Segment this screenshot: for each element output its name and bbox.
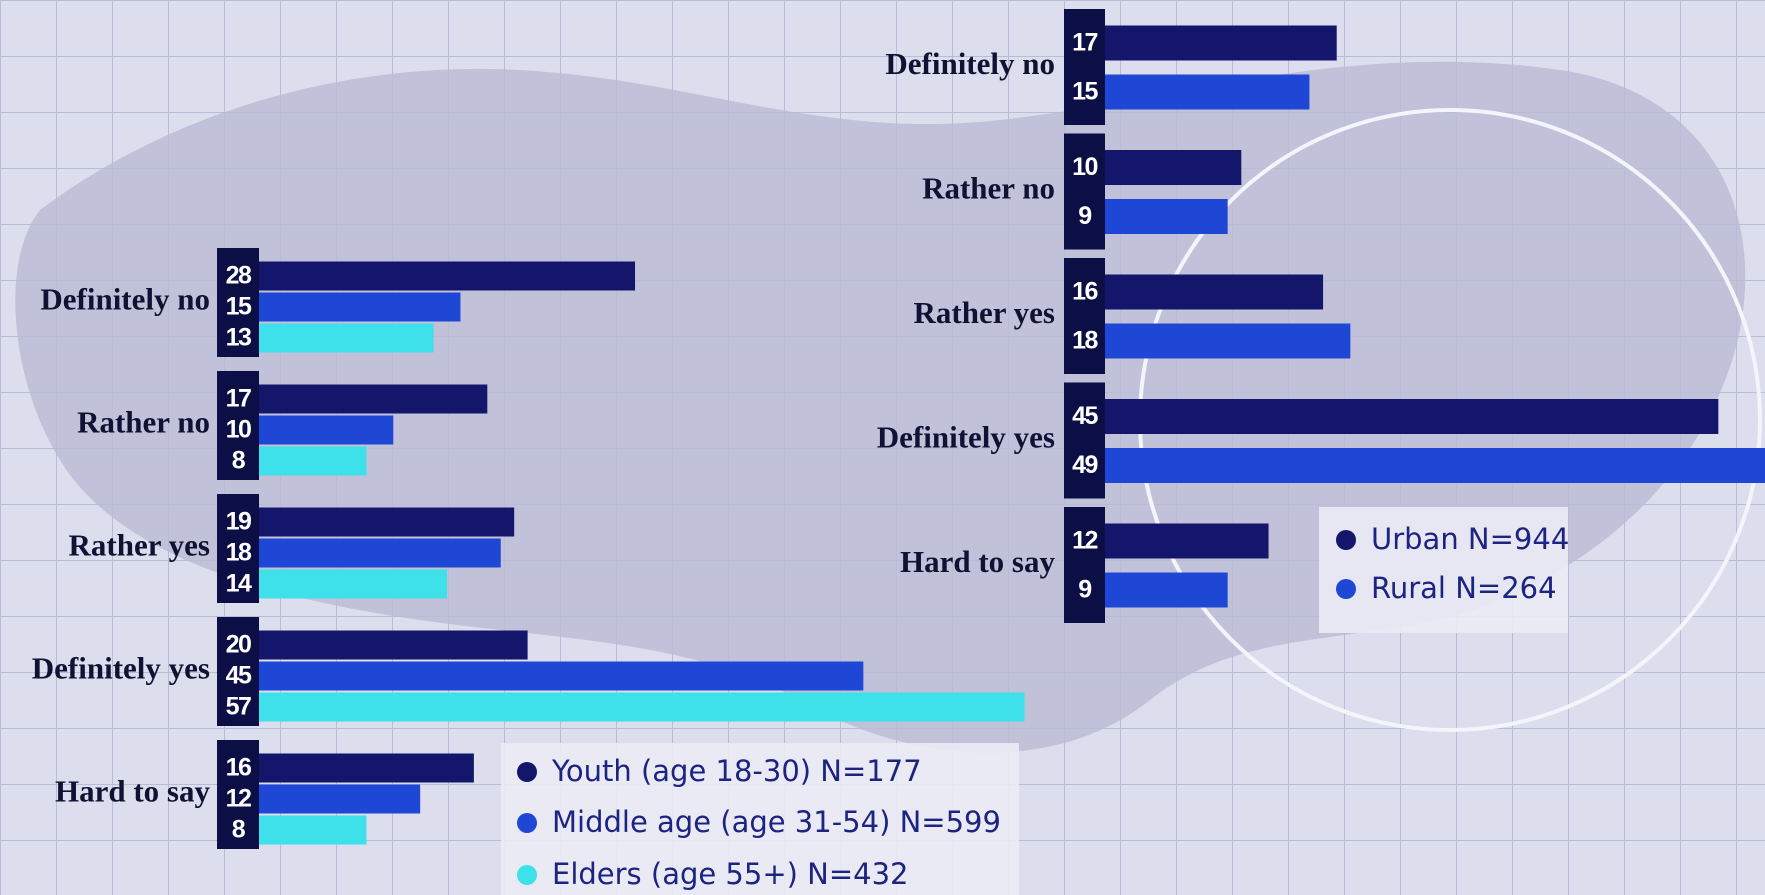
- legend-label: Middle age (age 31-54) N=599: [552, 805, 1001, 839]
- legend-box: [501, 743, 1019, 895]
- value-label: 17: [1072, 29, 1097, 57]
- value-box: [1064, 133, 1105, 250]
- bar: [259, 815, 367, 845]
- bar: [1105, 274, 1324, 310]
- category-label: Definitely no: [885, 46, 1055, 81]
- category-label: Rather no: [77, 405, 210, 440]
- bar: [1105, 199, 1228, 234]
- category-label: Hard to say: [900, 544, 1056, 579]
- value-label: 45: [1072, 402, 1098, 430]
- bar: [259, 261, 636, 291]
- value-box: [217, 494, 259, 603]
- category-label: Definitely yes: [32, 651, 210, 686]
- bar: [259, 538, 501, 568]
- bar: [259, 415, 394, 445]
- value-label: 9: [1078, 576, 1091, 604]
- bar: [259, 692, 1025, 722]
- bar: [259, 446, 367, 476]
- bar: [1105, 448, 1765, 483]
- bar: [1105, 523, 1269, 559]
- value-box: [1064, 382, 1105, 499]
- legend-label: Elders (age 55+) N=432: [552, 857, 909, 891]
- bar: [1105, 25, 1337, 61]
- value-label: 9: [1078, 202, 1091, 230]
- value-label: 12: [226, 785, 251, 813]
- value-label: 18: [226, 539, 252, 567]
- bar: [259, 753, 474, 783]
- bar: [259, 569, 448, 599]
- value-label: 20: [226, 631, 251, 659]
- value-label: 12: [1072, 527, 1097, 555]
- value-label: 8: [232, 447, 246, 475]
- value-label: 28: [226, 262, 252, 290]
- value-label: 19: [226, 508, 251, 536]
- value-label: 10: [226, 416, 251, 444]
- value-label: 13: [226, 324, 251, 352]
- value-label: 45: [226, 662, 252, 690]
- value-label: 14: [226, 570, 252, 598]
- bar: [259, 292, 461, 322]
- legend-marker: [517, 865, 537, 885]
- value-box: [1064, 9, 1105, 125]
- value-label: 16: [226, 754, 251, 782]
- bar: [1105, 74, 1310, 110]
- legend-label: Rural N=264: [1371, 571, 1557, 605]
- category-label: Definitely yes: [877, 420, 1055, 455]
- bar: [1105, 323, 1351, 359]
- bar: [259, 323, 434, 353]
- category-label: Rather yes: [69, 528, 210, 563]
- bar: [1105, 572, 1228, 608]
- bar: [259, 507, 515, 537]
- legend-marker: [1336, 530, 1356, 550]
- legend-marker: [517, 762, 537, 782]
- value-box: [217, 371, 259, 480]
- value-label: 18: [1072, 327, 1098, 355]
- value-label: 15: [226, 293, 252, 321]
- value-label: 15: [1072, 78, 1098, 106]
- legend-label: Youth (age 18-30) N=177: [551, 754, 922, 788]
- bar: [259, 630, 528, 660]
- value-label: 17: [226, 385, 251, 413]
- legend-marker: [517, 813, 537, 833]
- value-label: 8: [232, 816, 246, 844]
- legend-label: Urban N=944: [1371, 522, 1569, 556]
- bar: [259, 661, 864, 691]
- value-box: [217, 740, 259, 849]
- value-box: [217, 248, 259, 357]
- bar: [1105, 150, 1242, 185]
- bar: [259, 784, 421, 814]
- bar: [1105, 399, 1719, 434]
- value-box: [217, 617, 259, 726]
- value-label: 16: [1072, 278, 1097, 306]
- legend-box: [1319, 507, 1568, 633]
- value-box: [1064, 507, 1105, 623]
- category-label: Rather yes: [914, 295, 1055, 330]
- category-label: Rather no: [922, 171, 1055, 206]
- category-label: Hard to say: [55, 774, 211, 809]
- legend-marker: [1336, 579, 1356, 599]
- value-label: 49: [1072, 451, 1097, 479]
- value-box: [1064, 258, 1105, 374]
- value-label: 57: [226, 693, 251, 721]
- bar: [259, 384, 488, 414]
- value-label: 10: [1072, 153, 1097, 181]
- category-label: Definitely no: [40, 282, 210, 317]
